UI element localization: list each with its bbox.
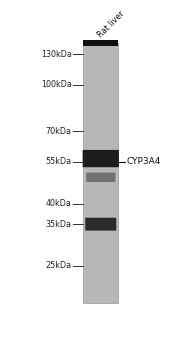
Bar [83,40,118,47]
Text: 55kDa: 55kDa [46,158,72,167]
Text: 35kDa: 35kDa [46,220,72,229]
FancyBboxPatch shape [83,150,119,167]
Bar [83,43,118,303]
Text: 100kDa: 100kDa [41,80,72,89]
Text: 25kDa: 25kDa [46,261,72,270]
Text: 70kDa: 70kDa [46,127,72,136]
FancyBboxPatch shape [85,218,116,231]
Text: CYP3A4: CYP3A4 [126,158,160,167]
Text: 40kDa: 40kDa [46,199,72,208]
Text: 130kDa: 130kDa [41,50,72,59]
Text: Rat liver: Rat liver [96,9,126,40]
FancyBboxPatch shape [86,173,115,182]
